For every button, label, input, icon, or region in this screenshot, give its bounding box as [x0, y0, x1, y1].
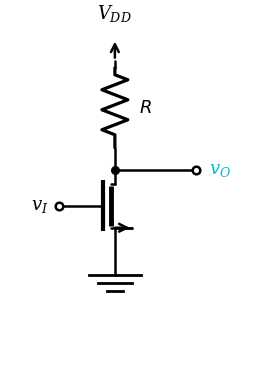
Text: $V_{DD}$: $V_{DD}$: [97, 3, 132, 24]
Text: $v_I$: $v_I$: [31, 197, 49, 215]
Text: $R$: $R$: [139, 99, 152, 117]
Text: $v_O$: $v_O$: [209, 161, 232, 179]
